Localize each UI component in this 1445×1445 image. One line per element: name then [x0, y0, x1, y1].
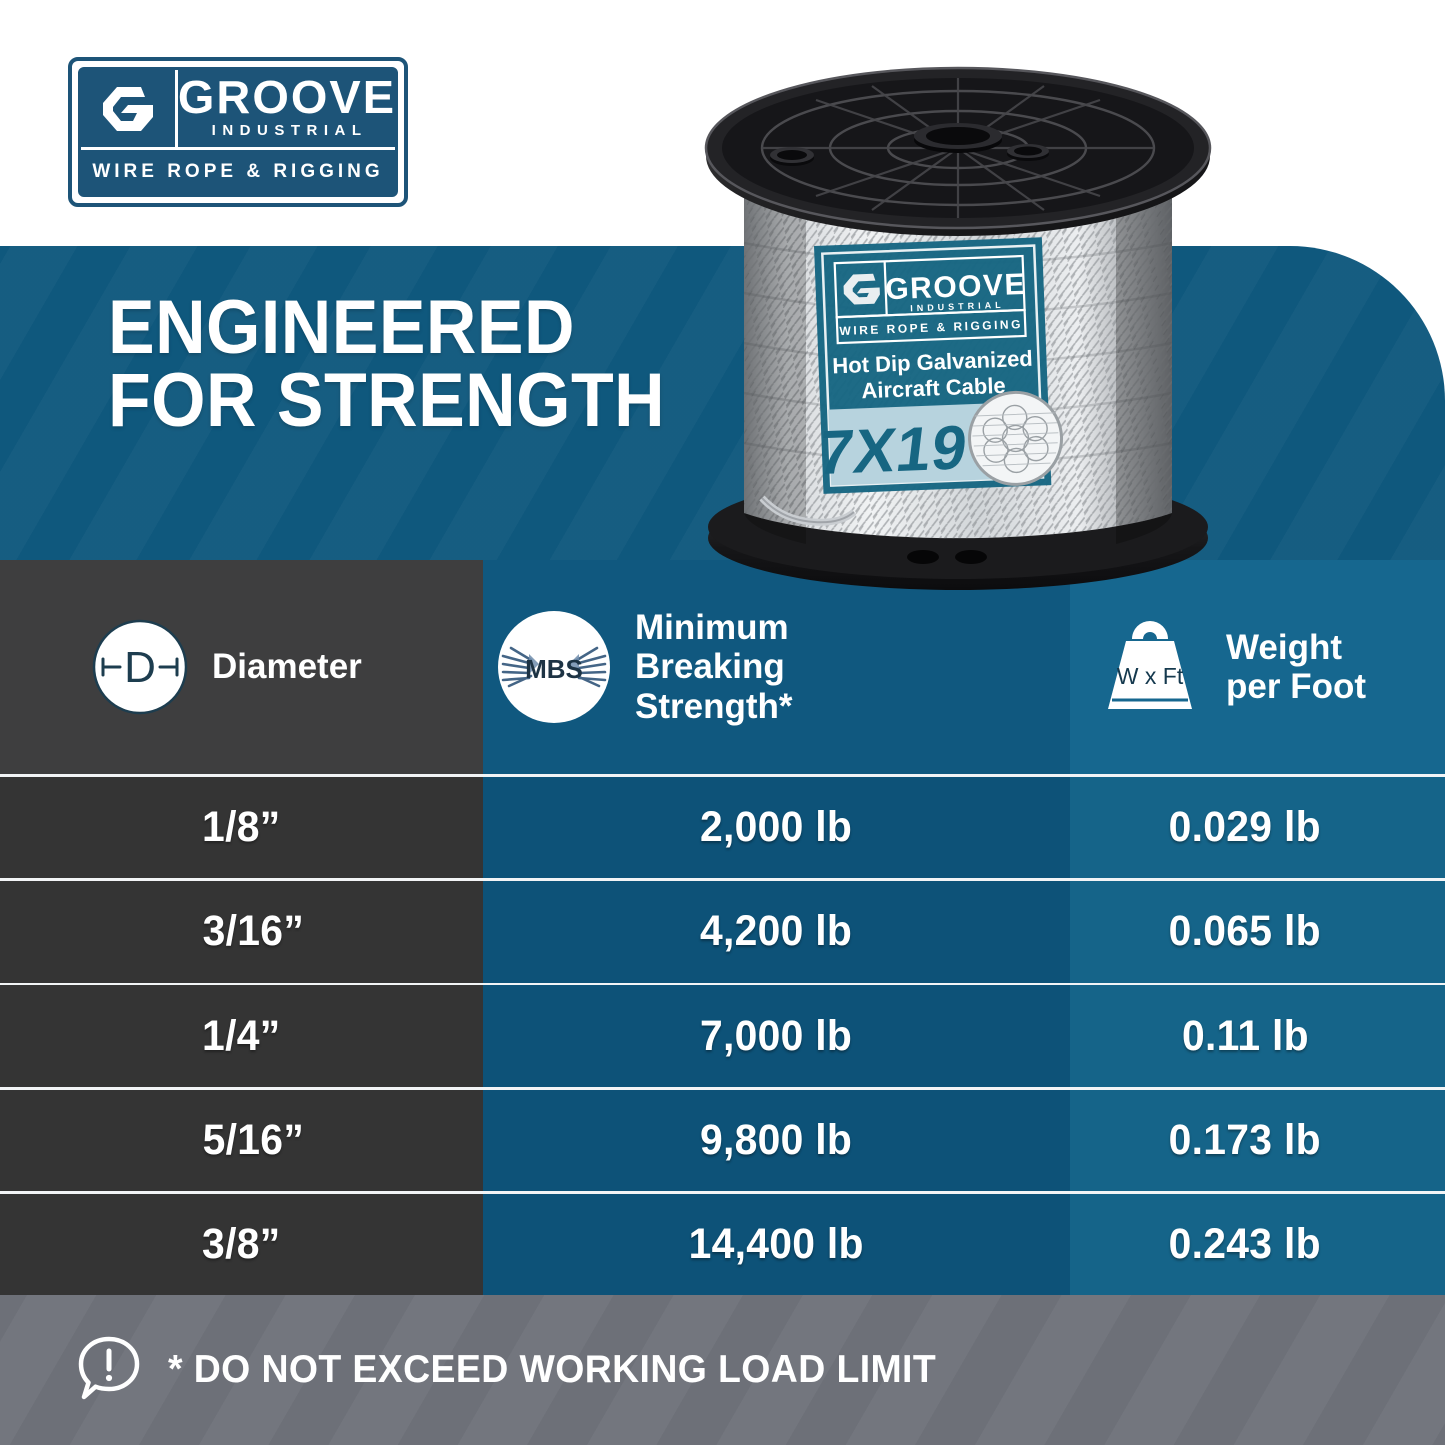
diameter-circle-icon: D — [90, 617, 190, 717]
value-mbs: 9,800 lb — [700, 1115, 853, 1164]
value-mbs: 2,000 lb — [700, 803, 853, 852]
mbs-cable-icon: MBS — [495, 608, 613, 726]
header-cell-weight: W x Ft Weight per Foot — [1070, 560, 1445, 775]
svg-text:7X19: 7X19 — [815, 413, 972, 488]
svg-text:Aircraft Cable: Aircraft Cable — [861, 373, 1006, 404]
cell-mbs: 9,800 lb — [483, 1089, 1070, 1191]
value-weight: 0.11 lb — [1181, 1011, 1309, 1060]
svg-text:D: D — [124, 643, 156, 692]
cell-diameter: 3/8” — [0, 1193, 483, 1295]
row-separator — [0, 878, 1445, 882]
header-label-mbs: Minimum Breaking Strength* — [635, 607, 793, 726]
cell-weight: 0.173 lb — [1070, 1089, 1445, 1191]
header-label-diameter: Diameter — [212, 647, 362, 687]
value-weight: 0.243 lb — [1169, 1219, 1322, 1268]
value-weight: 0.065 lb — [1169, 907, 1322, 956]
value-weight: 0.029 lb — [1169, 803, 1322, 852]
svg-text:GROOVE: GROOVE — [885, 268, 1027, 306]
svg-text:INDUSTRIAL: INDUSTRIAL — [910, 300, 1005, 314]
cell-mbs: 7,000 lb — [483, 985, 1070, 1087]
table-row: 5/16” 9,800 lb 0.173 lb — [0, 1089, 1445, 1191]
footer-warning-bar: * DO NOT EXCEED WORKING LOAD LIMIT — [0, 1295, 1445, 1445]
page-title-line-1: ENGINEERED — [108, 285, 575, 370]
wire-rope-spool-image: GROOVE INDUSTRIAL WIRE ROPE & RIGGING Ho… — [676, 8, 1241, 593]
cell-diameter: 1/4” — [0, 985, 483, 1087]
weight-icon: W x Ft — [1096, 615, 1204, 719]
value-diameter: 3/16” — [202, 907, 305, 956]
exclamation-bubble-icon — [78, 1335, 140, 1406]
cell-mbs: 4,200 lb — [483, 881, 1070, 983]
value-mbs: 14,400 lb — [688, 1219, 865, 1268]
table-row: 1/4” 7,000 lb 0.11 lb — [0, 985, 1445, 1087]
header-cell-mbs: MBS Minimum Breaking Strength* — [483, 560, 1070, 775]
cell-diameter: 3/16” — [0, 881, 483, 983]
header-cell-diameter: D Diameter — [0, 560, 483, 775]
page-title: ENGINEERED FOR STRENGTH — [108, 285, 666, 443]
brand-logo: GROOVE INDUSTRIAL WIRE ROPE & RIGGING — [68, 57, 408, 207]
cell-diameter: 1/8” — [0, 777, 483, 879]
row-separator — [0, 1190, 1445, 1194]
cell-diameter: 5/16” — [0, 1089, 483, 1191]
table-row: 1/8” 2,000 lb 0.029 lb — [0, 777, 1445, 879]
cell-weight: 0.065 lb — [1070, 881, 1445, 983]
cell-weight: 0.243 lb — [1070, 1193, 1445, 1295]
cell-mbs: 2,000 lb — [483, 777, 1070, 879]
value-mbs: 4,200 lb — [700, 907, 853, 956]
logo-brand-name: GROOVE — [177, 70, 396, 123]
logo-tagline: WIRE ROPE & RIGGING — [92, 160, 384, 182]
row-separator — [0, 774, 1445, 778]
cell-weight: 0.11 lb — [1070, 985, 1445, 1087]
value-diameter: 1/8” — [202, 803, 281, 852]
value-diameter: 1/4” — [202, 1011, 281, 1060]
value-diameter: 5/16” — [202, 1115, 305, 1164]
svg-text:MBS: MBS — [525, 654, 583, 684]
cell-weight: 0.029 lb — [1070, 777, 1445, 879]
value-mbs: 7,000 lb — [700, 1011, 853, 1060]
spec-table: D Diameter — [0, 560, 1445, 1295]
groove-g-mark-icon — [81, 70, 179, 147]
cell-mbs: 14,400 lb — [483, 1193, 1070, 1295]
page-title-line-2: FOR STRENGTH — [108, 357, 666, 443]
header-label-weight: Weight per Foot — [1226, 627, 1366, 707]
table-header-row: D Diameter — [0, 560, 1445, 775]
value-diameter: 3/8” — [202, 1219, 281, 1268]
value-weight: 0.173 lb — [1169, 1115, 1322, 1164]
footer-note: * DO NOT EXCEED WORKING LOAD LIMIT — [168, 1348, 937, 1391]
row-separator — [0, 1086, 1445, 1090]
svg-text:W x Ft: W x Ft — [1117, 663, 1184, 689]
row-separator — [0, 982, 1445, 986]
table-row: 3/8” 14,400 lb 0.243 lb — [0, 1193, 1445, 1295]
table-row: 3/16” 4,200 lb 0.065 lb — [0, 881, 1445, 983]
logo-brand-sub: INDUSTRIAL — [211, 122, 368, 140]
